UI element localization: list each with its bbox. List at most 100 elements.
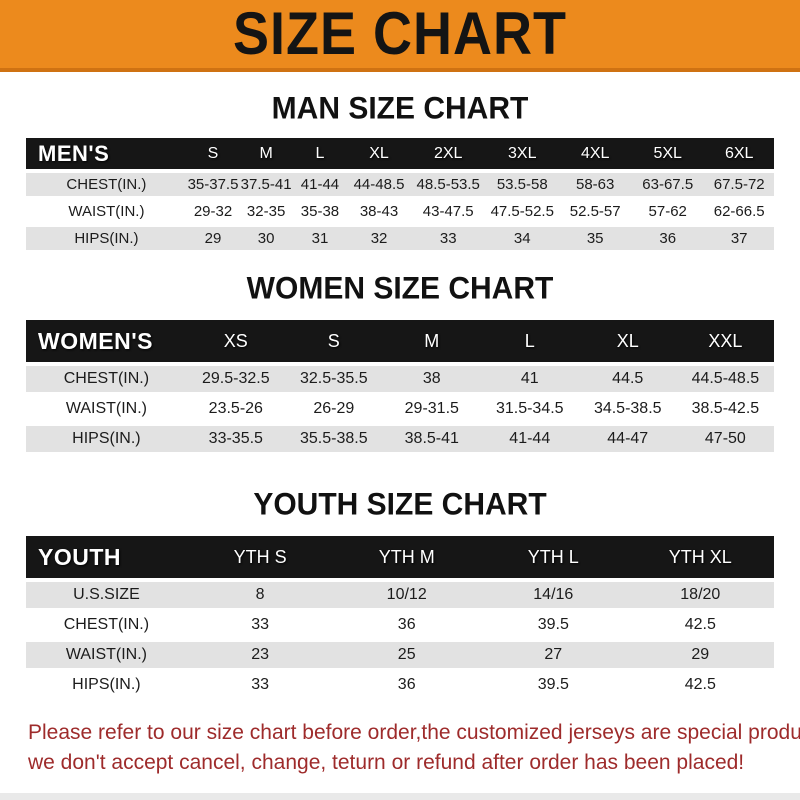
size-cell: 48.5-53.5 xyxy=(411,173,486,196)
men-table-title: MEN'S xyxy=(26,138,187,169)
women-table-title: WOMEN'S xyxy=(26,320,187,362)
size-cell: 33-35.5 xyxy=(186,426,285,452)
women-chest-row: CHEST(IN.) 29.5-32.5 32.5-35.5 38 41 44.… xyxy=(26,366,774,392)
size-cell: 41 xyxy=(480,366,579,392)
size-cell: 44-47 xyxy=(578,426,677,452)
size-col-header: YTH L xyxy=(480,536,627,578)
women-section-title: WOMEN SIZE CHART xyxy=(246,270,554,306)
size-cell: 52.5-57 xyxy=(559,200,632,223)
size-col-header: 6XL xyxy=(704,138,774,169)
size-cell: 23.5-26 xyxy=(186,396,285,422)
size-cell: 36 xyxy=(333,672,480,698)
size-col-header: 2XL xyxy=(411,138,486,169)
row-label: HIPS(IN.) xyxy=(26,227,187,250)
size-cell: 27 xyxy=(480,642,627,668)
women-waist-row: WAIST(IN.) 23.5-26 26-29 29-31.5 31.5-34… xyxy=(26,396,774,422)
size-cell: 63-67.5 xyxy=(631,173,705,196)
disclaimer-line-1: Please refer to our size chart before or… xyxy=(28,721,800,744)
size-cell: 42.5 xyxy=(626,612,774,638)
size-cell: 32.5-35.5 xyxy=(284,366,383,392)
size-cell: 44-48.5 xyxy=(346,173,412,196)
youth-size-table: YOUTH YTH S YTH M YTH L YTH XL U.S.SIZE … xyxy=(26,532,774,702)
men-section-title: MAN SIZE CHART xyxy=(271,90,529,126)
size-cell: 32 xyxy=(346,227,412,250)
size-cell: 8 xyxy=(186,582,334,608)
size-cell: 29 xyxy=(626,642,774,668)
size-cell: 33 xyxy=(186,672,334,698)
women-hips-row: HIPS(IN.) 33-35.5 35.5-38.5 38.5-41 41-4… xyxy=(26,426,774,452)
size-chart-banner: SIZE CHART xyxy=(0,0,800,72)
size-cell: 57-62 xyxy=(631,200,705,223)
size-cell: 38.5-41 xyxy=(382,426,481,452)
size-cell: 10/12 xyxy=(333,582,480,608)
size-cell: 25 xyxy=(333,642,480,668)
size-cell: 39.5 xyxy=(480,672,627,698)
youth-waist-row: WAIST(IN.) 23 25 27 29 xyxy=(26,642,774,668)
men-table-header-row: MEN'S S M L XL 2XL 3XL 4XL 5XL 6XL xyxy=(26,138,774,169)
size-cell: 37.5-41 xyxy=(239,173,294,196)
size-cell: 67.5-72 xyxy=(704,173,774,196)
size-cell: 35-37.5 xyxy=(186,173,240,196)
size-cell: 35 xyxy=(559,227,632,250)
size-cell: 34.5-38.5 xyxy=(578,396,677,422)
size-col-header: L xyxy=(480,320,579,362)
row-label: WAIST(IN.) xyxy=(26,200,187,223)
size-cell: 47.5-52.5 xyxy=(485,200,560,223)
size-cell: 38 xyxy=(382,366,481,392)
size-col-header: 3XL xyxy=(485,138,560,169)
row-label: HIPS(IN.) xyxy=(26,426,187,452)
size-col-header: XL xyxy=(346,138,412,169)
bottom-edge-strip xyxy=(0,793,800,800)
row-label: CHEST(IN.) xyxy=(26,612,187,638)
row-label: WAIST(IN.) xyxy=(26,396,187,422)
row-label: HIPS(IN.) xyxy=(26,672,187,698)
men-waist-row: WAIST(IN.) 29-32 32-35 35-38 38-43 43-47… xyxy=(26,200,774,223)
size-cell: 32-35 xyxy=(239,200,294,223)
youth-section-title: YOUTH SIZE CHART xyxy=(253,486,547,522)
size-cell: 37 xyxy=(704,227,774,250)
size-cell: 43-47.5 xyxy=(411,200,486,223)
women-table-header-row: WOMEN'S XS S M L XL XXL xyxy=(26,320,774,362)
row-label: U.S.SIZE xyxy=(26,582,187,608)
page-title: SIZE CHART xyxy=(233,0,567,68)
youth-table-title: YOUTH xyxy=(26,536,187,578)
size-cell: 39.5 xyxy=(480,612,627,638)
size-col-header: M xyxy=(239,138,294,169)
size-cell: 53.5-58 xyxy=(485,173,560,196)
size-cell: 31.5-34.5 xyxy=(480,396,579,422)
row-label: WAIST(IN.) xyxy=(26,642,187,668)
size-col-header: L xyxy=(293,138,347,169)
size-cell: 44.5 xyxy=(578,366,677,392)
size-cell: 29-31.5 xyxy=(382,396,481,422)
size-cell: 23 xyxy=(186,642,334,668)
men-size-table: MEN'S S M L XL 2XL 3XL 4XL 5XL 6XL CHEST… xyxy=(26,134,774,254)
size-cell: 47-50 xyxy=(676,426,774,452)
size-cell: 18/20 xyxy=(626,582,774,608)
size-cell: 33 xyxy=(411,227,486,250)
size-col-header: XXL xyxy=(676,320,774,362)
youth-chest-row: CHEST(IN.) 33 36 39.5 42.5 xyxy=(26,612,774,638)
row-label: CHEST(IN.) xyxy=(26,366,187,392)
size-col-header: 4XL xyxy=(559,138,632,169)
size-col-header: M xyxy=(382,320,481,362)
size-cell: 38.5-42.5 xyxy=(676,396,774,422)
size-col-header: YTH XL xyxy=(626,536,774,578)
size-cell: 41-44 xyxy=(293,173,347,196)
size-col-header: XS xyxy=(186,320,285,362)
size-col-header: YTH M xyxy=(333,536,480,578)
size-cell: 38-43 xyxy=(346,200,412,223)
men-hips-row: HIPS(IN.) 29 30 31 32 33 34 35 36 37 xyxy=(26,227,774,250)
size-cell: 29-32 xyxy=(186,200,240,223)
size-cell: 31 xyxy=(293,227,347,250)
size-col-header: S xyxy=(186,138,240,169)
size-cell: 29 xyxy=(186,227,240,250)
size-cell: 33 xyxy=(186,612,334,638)
size-cell: 36 xyxy=(333,612,480,638)
size-cell: 44.5-48.5 xyxy=(676,366,774,392)
size-cell: 34 xyxy=(485,227,560,250)
size-col-header: 5XL xyxy=(631,138,705,169)
size-cell: 62-66.5 xyxy=(704,200,774,223)
size-cell: 26-29 xyxy=(284,396,383,422)
youth-hips-row: HIPS(IN.) 33 36 39.5 42.5 xyxy=(26,672,774,698)
size-cell: 36 xyxy=(631,227,705,250)
